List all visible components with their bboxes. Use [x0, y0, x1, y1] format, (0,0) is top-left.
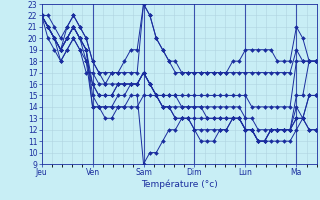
X-axis label: Température (°c): Température (°c) — [141, 180, 218, 189]
